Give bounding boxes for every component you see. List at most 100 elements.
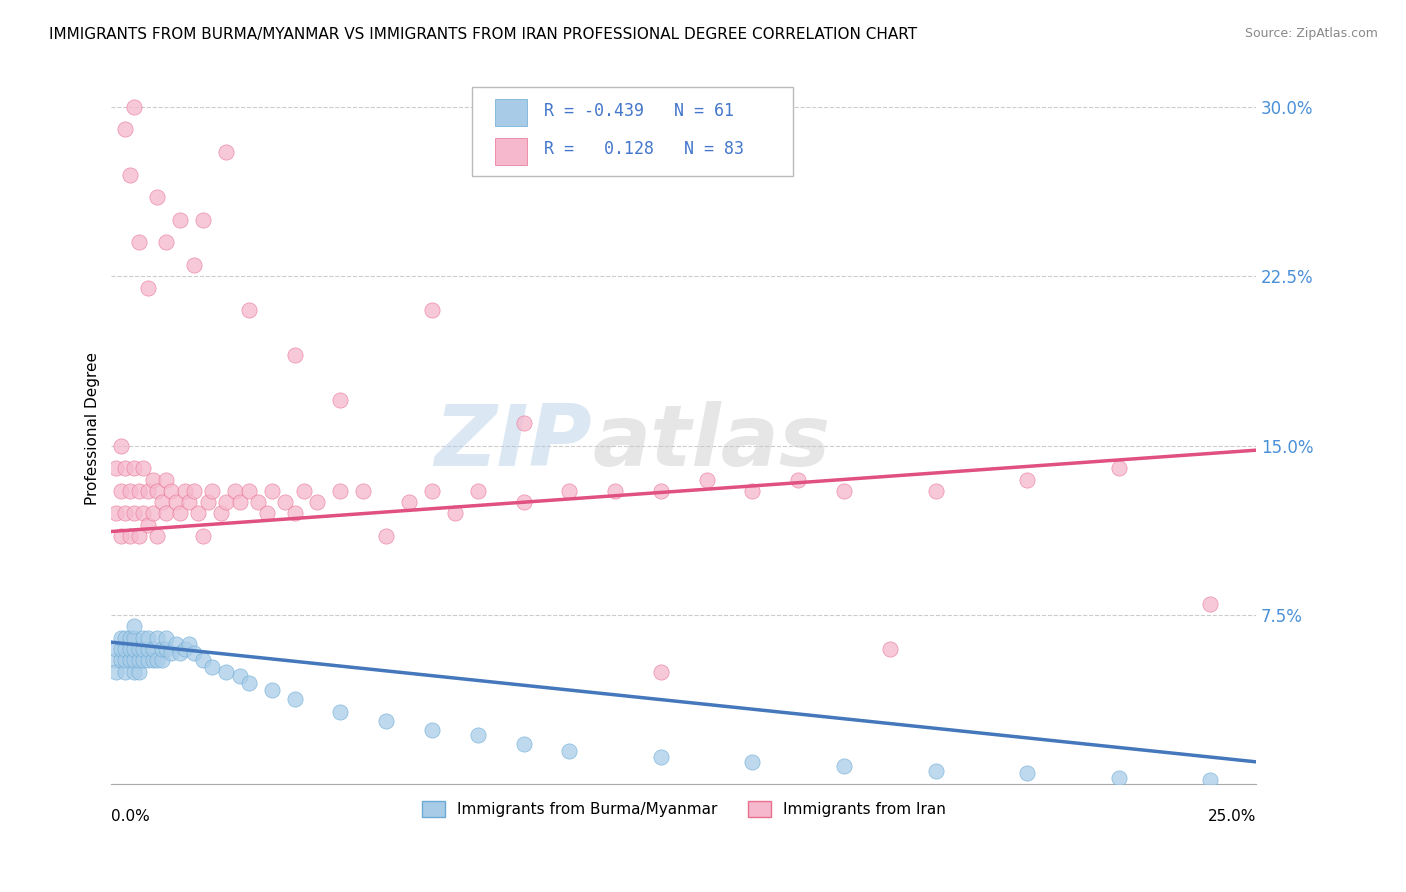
Point [420, 723, 443, 738]
Point [110, 529, 132, 543]
Point [146, 631, 169, 645]
Point [165, 637, 187, 651]
Point [169, 647, 191, 661]
Point [114, 653, 136, 667]
Point [512, 495, 534, 509]
Point [256, 507, 278, 521]
Point [110, 653, 132, 667]
Point [155, 473, 177, 487]
Point [741, 483, 763, 498]
Point [696, 473, 718, 487]
Point [136, 631, 159, 645]
Point [155, 631, 177, 645]
Point [132, 461, 155, 475]
Point [260, 682, 283, 697]
Point [136, 641, 159, 656]
Point [114, 641, 136, 656]
Point [329, 483, 352, 498]
Point [142, 641, 165, 656]
Point [128, 529, 150, 543]
Point [1199, 597, 1222, 611]
Point [467, 483, 489, 498]
Point [228, 669, 250, 683]
Point [179, 637, 201, 651]
Point [787, 473, 810, 487]
Text: ZIP: ZIP [434, 401, 592, 484]
Point [110, 631, 132, 645]
Point [128, 653, 150, 667]
Point [142, 473, 165, 487]
Point [246, 495, 269, 509]
Point [165, 495, 187, 509]
Legend: Immigrants from Burma/Myanmar, Immigrants from Iran: Immigrants from Burma/Myanmar, Immigrant… [416, 795, 952, 823]
Point [114, 631, 136, 645]
Point [132, 653, 155, 667]
Point [215, 665, 238, 679]
Point [128, 235, 150, 250]
Point [136, 280, 159, 294]
Point [197, 495, 219, 509]
Point [110, 439, 132, 453]
Text: 0.0%: 0.0% [111, 809, 150, 824]
Point [215, 495, 238, 509]
Point [183, 647, 205, 661]
Point [118, 653, 141, 667]
Text: R = -0.439   N = 61: R = -0.439 N = 61 [544, 102, 734, 120]
Point [104, 641, 127, 656]
Point [650, 665, 672, 679]
Point [238, 483, 260, 498]
Point [352, 483, 374, 498]
Point [307, 495, 329, 509]
Y-axis label: Professional Degree: Professional Degree [86, 352, 100, 505]
Point [136, 653, 159, 667]
Point [183, 258, 205, 272]
Point [104, 507, 127, 521]
Point [118, 168, 141, 182]
Point [118, 483, 141, 498]
Point [224, 483, 246, 498]
Point [284, 507, 307, 521]
Point [124, 641, 146, 656]
Text: R =   0.128   N = 83: R = 0.128 N = 83 [544, 140, 744, 158]
Point [110, 641, 132, 656]
Point [260, 483, 283, 498]
Point [114, 507, 136, 521]
Point [420, 483, 443, 498]
Text: IMMIGRANTS FROM BURMA/MYANMAR VS IMMIGRANTS FROM IRAN PROFESSIONAL DEGREE CORREL: IMMIGRANTS FROM BURMA/MYANMAR VS IMMIGRA… [49, 27, 917, 42]
Point [114, 665, 136, 679]
Point [136, 483, 159, 498]
Point [238, 303, 260, 318]
Point [398, 495, 420, 509]
Point [128, 641, 150, 656]
Point [201, 660, 224, 674]
Point [169, 212, 191, 227]
Point [444, 507, 467, 521]
FancyBboxPatch shape [495, 138, 527, 166]
Point [329, 705, 352, 719]
Point [832, 483, 855, 498]
Point [832, 759, 855, 773]
Point [650, 750, 672, 764]
Point [183, 483, 205, 498]
Point [1017, 473, 1039, 487]
Point [467, 728, 489, 742]
Point [150, 495, 173, 509]
Point [238, 675, 260, 690]
Point [741, 755, 763, 769]
Point [603, 483, 626, 498]
Point [375, 714, 398, 729]
Point [201, 483, 224, 498]
Point [136, 517, 159, 532]
Point [284, 348, 307, 362]
Point [924, 764, 946, 778]
Point [191, 653, 214, 667]
Point [128, 665, 150, 679]
FancyBboxPatch shape [472, 87, 793, 176]
Point [512, 737, 534, 751]
Point [146, 653, 169, 667]
Point [558, 483, 581, 498]
Point [191, 212, 214, 227]
Point [104, 653, 127, 667]
Point [155, 235, 177, 250]
Point [191, 529, 214, 543]
